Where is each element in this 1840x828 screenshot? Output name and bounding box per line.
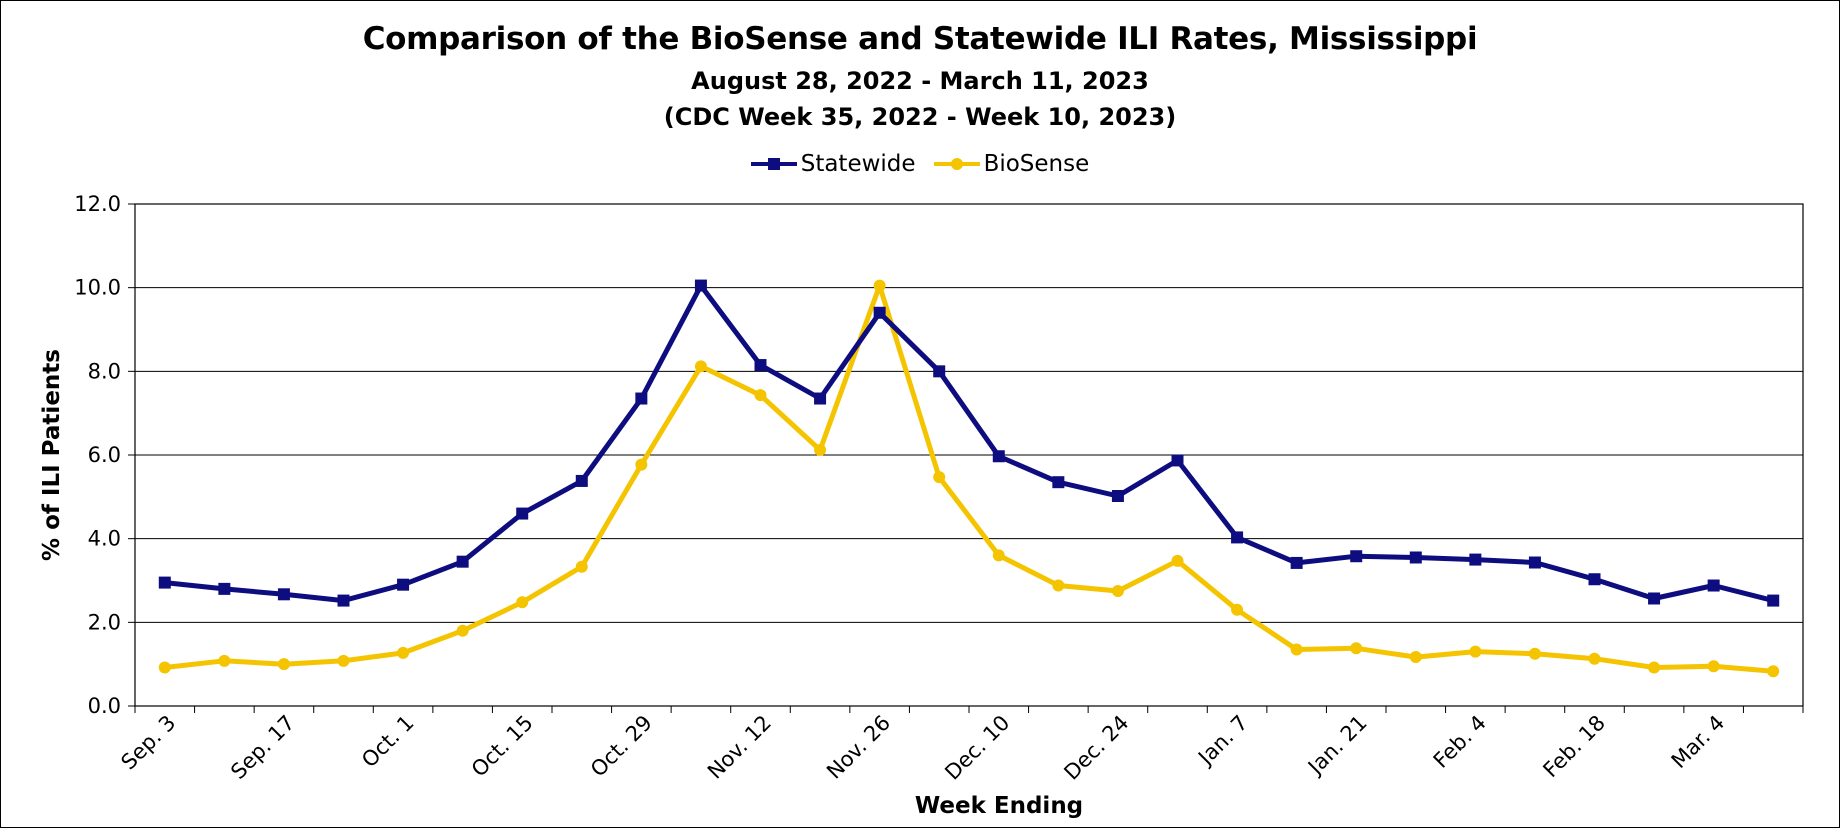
x-tick-label: Sep. 3 xyxy=(116,711,180,775)
legend-item-statewide: Statewide xyxy=(750,151,916,177)
y-tick-label: 10.0 xyxy=(74,276,121,300)
data-point-statewide xyxy=(1767,594,1780,607)
data-point-biosense xyxy=(1767,665,1780,678)
data-point-biosense xyxy=(277,658,290,671)
x-tick-label: Jan. 21 xyxy=(1302,711,1372,781)
data-point-biosense xyxy=(754,389,767,402)
data-point-biosense xyxy=(397,646,410,659)
data-point-statewide xyxy=(1052,476,1065,489)
data-point-biosense xyxy=(337,654,350,667)
data-point-biosense xyxy=(1290,643,1303,656)
data-point-biosense xyxy=(1111,584,1124,597)
data-point-biosense xyxy=(933,471,946,484)
series-line-biosense xyxy=(164,283,1774,674)
data-point-statewide xyxy=(1707,579,1720,592)
data-point-biosense xyxy=(694,360,707,373)
x-tick-label: Oct. 15 xyxy=(467,711,538,782)
data-point-biosense xyxy=(1469,645,1482,658)
data-point-statewide xyxy=(1350,550,1363,563)
legend-label-statewide: Statewide xyxy=(800,151,916,177)
chart-subtitle-dates: August 28, 2022 - March 11, 2023 xyxy=(691,67,1149,95)
data-point-statewide xyxy=(277,588,290,601)
legend-item-biosense: BioSense xyxy=(933,151,1090,177)
chart-subtitle-weeks: (CDC Week 35, 2022 - Week 10, 2023) xyxy=(663,103,1177,131)
data-point-statewide xyxy=(992,450,1005,463)
x-tick-label: Mar. 4 xyxy=(1667,711,1730,774)
chart-legend: Statewide BioSense xyxy=(1,151,1839,177)
data-point-biosense xyxy=(1171,554,1184,567)
data-point-statewide xyxy=(1648,592,1661,605)
data-point-statewide xyxy=(158,576,171,589)
data-point-statewide xyxy=(933,365,946,378)
legend-label-biosense: BioSense xyxy=(983,151,1090,177)
y-tick-label: 8.0 xyxy=(88,359,121,383)
legend-swatch-statewide xyxy=(750,158,797,170)
x-tick-label: Feb. 18 xyxy=(1538,711,1610,783)
data-point-statewide xyxy=(873,306,886,319)
x-tick-label: Jan. 7 xyxy=(1192,711,1252,771)
x-tick-label: Feb. 4 xyxy=(1429,711,1491,773)
data-point-statewide xyxy=(1171,454,1184,467)
data-point-statewide xyxy=(218,582,231,595)
data-point-biosense xyxy=(1409,651,1422,664)
data-point-statewide xyxy=(516,507,529,520)
data-point-statewide xyxy=(337,594,350,607)
data-point-statewide xyxy=(1469,553,1482,566)
data-point-biosense xyxy=(1707,660,1720,673)
x-tick-label: Oct. 1 xyxy=(357,711,419,773)
data-point-statewide xyxy=(575,474,588,487)
data-point-statewide xyxy=(694,279,707,292)
data-point-biosense xyxy=(814,443,827,456)
x-tick-label: Nov. 12 xyxy=(703,711,776,784)
data-point-statewide xyxy=(635,392,648,405)
y-tick-label: 6.0 xyxy=(88,443,121,467)
data-point-biosense xyxy=(992,549,1005,562)
data-point-statewide xyxy=(1528,556,1541,569)
data-point-statewide xyxy=(1111,489,1124,502)
series-line-statewide xyxy=(164,283,1774,604)
data-point-statewide xyxy=(1409,551,1422,564)
data-point-biosense xyxy=(1648,661,1661,674)
x-tick-label: Oct. 29 xyxy=(586,711,657,782)
data-point-biosense xyxy=(158,661,171,674)
data-point-biosense xyxy=(635,458,648,471)
x-tick-label: Sep. 17 xyxy=(226,711,299,784)
x-tick-label: Dec. 24 xyxy=(1059,711,1133,785)
data-point-statewide xyxy=(1231,531,1244,544)
data-point-biosense xyxy=(1528,647,1541,660)
data-point-statewide xyxy=(1588,573,1601,586)
chart-title: Comparison of the BioSense and Statewide… xyxy=(362,21,1478,57)
data-point-statewide xyxy=(754,359,767,372)
legend-swatch-biosense xyxy=(933,158,980,170)
data-point-biosense xyxy=(1052,579,1065,592)
x-axis-title: Week Ending xyxy=(915,793,1083,819)
x-tick-label: Nov. 26 xyxy=(822,711,895,784)
data-point-statewide xyxy=(1290,556,1303,569)
data-point-biosense xyxy=(575,560,588,573)
data-point-statewide xyxy=(814,392,827,405)
data-point-biosense xyxy=(1588,652,1601,665)
data-point-biosense xyxy=(218,654,231,667)
x-tick-label: Dec. 10 xyxy=(940,711,1014,785)
data-point-biosense xyxy=(516,596,529,609)
data-point-biosense xyxy=(1231,603,1244,616)
data-point-statewide xyxy=(397,578,410,591)
y-tick-label: 12.0 xyxy=(74,192,121,216)
data-point-biosense xyxy=(1350,642,1363,655)
data-point-biosense xyxy=(873,279,886,292)
data-point-statewide xyxy=(456,555,469,568)
y-tick-label: 0.0 xyxy=(88,694,121,718)
y-axis-title: % of ILI Patients xyxy=(39,349,65,561)
data-point-biosense xyxy=(456,624,469,637)
y-tick-label: 2.0 xyxy=(88,610,121,634)
y-tick-label: 4.0 xyxy=(88,527,121,551)
